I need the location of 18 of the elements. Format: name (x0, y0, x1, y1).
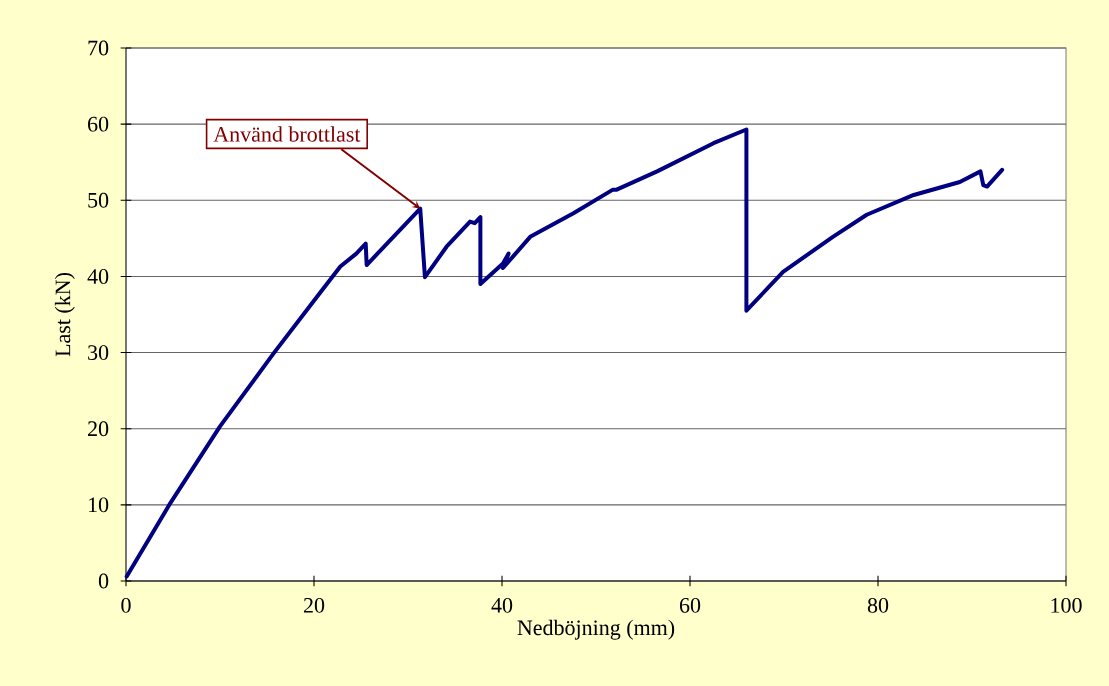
annotation: Använd brottlast (213, 126, 361, 142)
x-tick-label: 60 (679, 597, 701, 613)
x-tick-label: 80 (867, 597, 889, 613)
x-tick-label: 20 (303, 597, 325, 613)
y-tick-label: 50 (88, 192, 109, 208)
x-tick-label: 100 (1051, 597, 1082, 613)
y-tick-label: 0 (98, 573, 109, 589)
y-tick-label: 30 (88, 345, 109, 360)
x-axis-title: Nedböjning (mm) (517, 619, 675, 640)
y-tick-label: 40 (87, 269, 109, 284)
y-tick-label: 10 (89, 497, 109, 513)
x-tick-label: 0 (121, 597, 131, 613)
y-tick-label: 20 (88, 421, 109, 437)
line-series (124, 127, 1005, 579)
y-tick-label: 60 (88, 116, 109, 132)
y-axis-title: Last (kN) (54, 273, 75, 357)
y-tick-label: 70 (88, 40, 109, 56)
x-tick-label: 40 (491, 597, 513, 613)
